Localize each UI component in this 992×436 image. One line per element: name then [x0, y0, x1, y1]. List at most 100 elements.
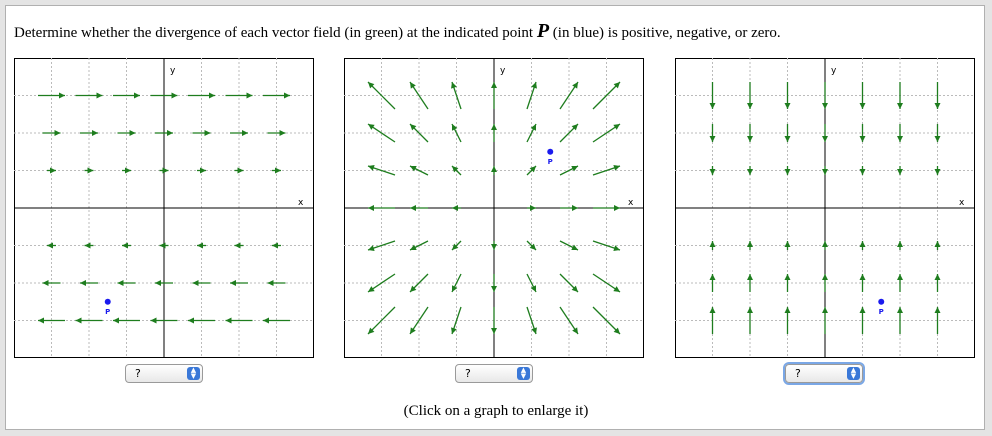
arrow-head [192, 280, 199, 286]
select-text: ? [135, 367, 141, 380]
question-text: (in blue) is positive, negative, or zero… [552, 25, 781, 41]
arrow-head [613, 165, 620, 171]
arrow-head [410, 82, 416, 89]
arrow-head [859, 103, 866, 109]
arrow-head [572, 327, 578, 334]
arrow-head [709, 169, 716, 175]
field-arrow [592, 81, 621, 110]
arrow-head [242, 130, 248, 136]
arrow-head [368, 165, 375, 171]
arrow-head [613, 245, 620, 251]
arrow-head [709, 241, 716, 247]
point [878, 298, 885, 305]
arrow-head [897, 136, 903, 142]
arrow-head [452, 205, 458, 211]
arrow-head [934, 274, 941, 280]
arrow-head [42, 280, 49, 286]
field-arrow [592, 306, 621, 335]
arrow-head [47, 242, 53, 249]
answer-select[interactable]: ? ▲ ▼ [785, 364, 863, 383]
arrow-head [529, 166, 536, 173]
arrow-head [784, 274, 791, 280]
arrow-head [237, 167, 244, 174]
point-symbol: P [536, 20, 550, 42]
question: Determine whether the divergence of each… [14, 20, 781, 43]
arrow-head [747, 103, 753, 109]
arrow-head [54, 130, 61, 136]
arrow-head [822, 307, 828, 313]
arrow-head [50, 167, 56, 174]
arrow-head [614, 205, 620, 211]
arrow-head [897, 307, 903, 313]
arrow-head [279, 130, 286, 136]
arrow-head [897, 169, 903, 175]
arrow-head [572, 205, 578, 211]
arrow-head [452, 166, 459, 173]
arrow-head [200, 167, 206, 174]
arrow-head [859, 307, 866, 313]
arrow-head [530, 205, 536, 211]
arrow-head [134, 92, 140, 99]
arrow-head [572, 82, 578, 89]
arrow-head [452, 243, 459, 250]
arrow-head [410, 244, 417, 250]
arrow-head [451, 82, 457, 89]
point [547, 148, 554, 155]
vector-field-graph[interactable]: y x P [344, 58, 644, 358]
arrow-head [452, 124, 458, 131]
arrow-head [784, 169, 791, 175]
arrow-head [197, 242, 203, 249]
arrow-head [410, 166, 417, 172]
arrow-head [246, 92, 253, 99]
arrow-head [613, 286, 620, 292]
arrow-head [709, 136, 716, 142]
arrow-head [59, 92, 65, 99]
arrow-head [530, 124, 536, 131]
arrow-head [491, 124, 497, 130]
point-label: P [879, 308, 884, 316]
answer-select[interactable]: ? ▲ ▼ [125, 364, 203, 383]
arrow-head [934, 169, 941, 175]
arrow-head [784, 241, 791, 247]
arrow-head [171, 92, 178, 99]
arrow-head [84, 242, 91, 249]
arrow-head [491, 82, 497, 88]
axis-label: y [831, 66, 837, 76]
question-text: Determine whether the divergence of each… [14, 25, 534, 41]
arrow-head [125, 167, 131, 174]
arrow-head [531, 327, 537, 334]
arrow-head [38, 317, 44, 324]
arrow-head [859, 136, 866, 142]
arrow-head [784, 136, 791, 142]
arrow-head [859, 241, 866, 247]
arrow-head [747, 274, 753, 280]
arrow-head [613, 124, 620, 130]
vector-field-graph[interactable]: y x P [14, 58, 314, 358]
vector-field-graph[interactable]: y x P [675, 58, 975, 358]
arrow-head [368, 245, 375, 251]
arrow-head [934, 241, 941, 247]
arrow-head [117, 280, 124, 286]
arrow-head [284, 92, 290, 99]
arrow-head [234, 242, 241, 249]
arrow-head [410, 205, 416, 211]
arrow-head [113, 317, 119, 324]
arrow-head [368, 327, 375, 334]
arrow-head [87, 167, 94, 174]
axis-label: y [170, 66, 176, 76]
arrow-head [897, 274, 903, 280]
arrow-head [822, 241, 828, 247]
arrow-head [613, 82, 620, 89]
arrow-head [275, 167, 281, 174]
arrow-head [709, 103, 716, 109]
arrow-head [368, 286, 375, 292]
arrow-head [897, 241, 903, 247]
arrow-head [92, 130, 98, 136]
arrow-head [709, 274, 716, 280]
arrow-head [272, 242, 278, 249]
arrow-head [80, 280, 86, 286]
point [104, 298, 111, 305]
answer-select[interactable]: ? ▲ ▼ [455, 364, 533, 383]
arrow-head [747, 169, 753, 175]
arrow-head [747, 307, 753, 313]
